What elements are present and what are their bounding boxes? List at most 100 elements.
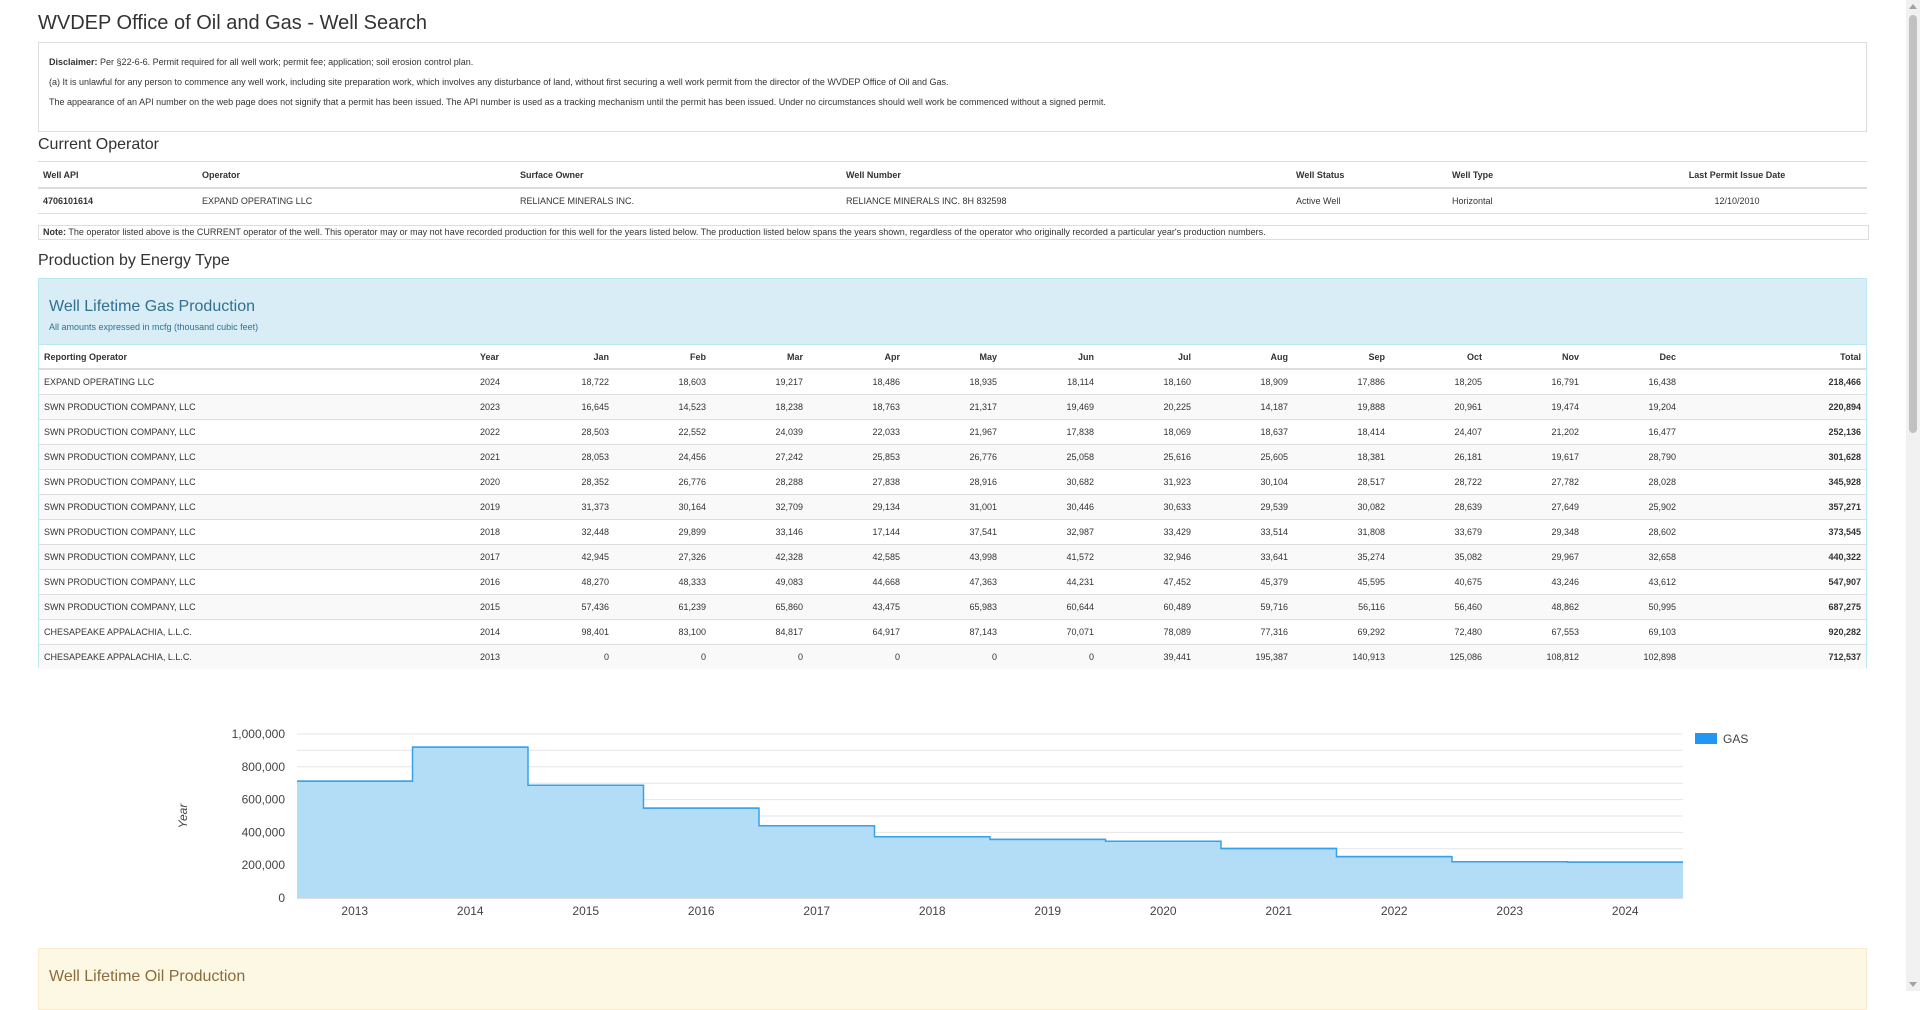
gas-cell-sep: 69,292 <box>1293 619 1390 645</box>
scroll-up-arrow-icon[interactable] <box>1909 4 1917 9</box>
header-operator: Operator <box>197 161 515 189</box>
gas-cell-jul: 20,225 <box>1099 394 1196 420</box>
gas-header-jan: Jan <box>517 345 614 370</box>
gas-cell-mar: 27,242 <box>711 444 808 470</box>
gas-cell-reporting-operator: SWN PRODUCTION COMPANY, LLC <box>39 569 475 595</box>
gas-cell-jan: 98,401 <box>517 619 614 645</box>
y-tick-label: 1,000,000 <box>232 727 286 741</box>
gas-cell-total: 345,928 <box>1681 469 1866 495</box>
gas-cell-jul: 31,923 <box>1099 469 1196 495</box>
well-api-value: 4706101614 <box>38 188 197 214</box>
gas-cell-apr: 44,668 <box>808 569 905 595</box>
y-tick-label: 600,000 <box>242 793 286 807</box>
gas-table-row: SWN PRODUCTION COMPANY, LLC 2020 28,352 26,… <box>39 469 1866 495</box>
header-surface-owner: Surface Owner <box>515 161 841 189</box>
header-last-permit-date: Last Permit Issue Date <box>1607 161 1867 189</box>
gas-cell-apr: 43,475 <box>808 594 905 620</box>
gas-cell-jan: 28,053 <box>517 444 614 470</box>
gas-cell-dec: 28,028 <box>1584 469 1681 495</box>
gas-series-line <box>297 746 1683 863</box>
gas-cell-may: 87,143 <box>905 619 1002 645</box>
gas-header-oct: Oct <box>1390 345 1487 370</box>
gas-header-year: Year <box>475 345 517 370</box>
gas-cell-jun: 41,572 <box>1002 544 1099 570</box>
gas-cell-aug: 14,187 <box>1196 394 1293 420</box>
gas-cell-year: 2014 <box>475 619 517 645</box>
gas-cell-may: 31,001 <box>905 494 1002 520</box>
x-tick-label: 2018 <box>919 904 946 918</box>
x-tick-label: 2021 <box>1265 904 1292 918</box>
oil-panel-title: Well Lifetime Oil Production <box>49 968 246 985</box>
gas-chart-svg: 0 200,000 400,000 600,000 800,000 1,000,000 Ye… <box>176 727 1748 918</box>
gas-cell-jun: 30,446 <box>1002 494 1099 520</box>
y-axis-label: Year <box>176 803 190 829</box>
gas-cell-jan: 32,448 <box>517 519 614 545</box>
gas-header-row: Reporting Operator Year Jan Feb Mar Apr May Jun… <box>39 345 1866 370</box>
gas-header-may: May <box>905 345 1002 370</box>
gas-cell-total: 687,275 <box>1681 594 1866 620</box>
note-label: Note: <box>43 227 66 237</box>
gas-cell-jun: 32,987 <box>1002 519 1099 545</box>
gas-cell-aug: 45,379 <box>1196 569 1293 595</box>
gas-cell-mar: 49,083 <box>711 569 808 595</box>
gas-header-total: Total <box>1681 345 1866 370</box>
gas-cell-nov: 43,246 <box>1487 569 1584 595</box>
gas-cell-mar: 0 <box>711 644 808 669</box>
gas-header-mar: Mar <box>711 345 808 370</box>
gas-cell-jul: 18,160 <box>1099 368 1196 395</box>
gas-cell-jan: 28,352 <box>517 469 614 495</box>
gas-cell-oct: 18,205 <box>1390 368 1487 395</box>
gas-cell-dec: 25,902 <box>1584 494 1681 520</box>
last-permit-date-value: 12/10/2010 <box>1607 188 1867 214</box>
gas-cell-feb: 48,333 <box>614 569 711 595</box>
disclaimer-line-2: (a) It is unlawful for any person to com… <box>49 77 949 87</box>
vertical-scrollbar[interactable] <box>1906 0 1920 991</box>
gas-table-row: SWN PRODUCTION COMPANY, LLC 2019 31,373 30,… <box>39 494 1866 520</box>
disclaimer-line-1: Disclaimer: Per §22-6-6. Permit required… <box>49 52 1856 72</box>
gas-cell-jun: 18,114 <box>1002 368 1099 395</box>
gas-cell-mar: 28,288 <box>711 469 808 495</box>
gas-cell-year: 2019 <box>475 494 517 520</box>
gas-cell-sep: 45,595 <box>1293 569 1390 595</box>
gas-cell-aug: 30,104 <box>1196 469 1293 495</box>
scroll-down-arrow-icon[interactable] <box>1909 982 1917 987</box>
gas-cell-year: 2020 <box>475 469 517 495</box>
gas-cell-aug: 18,637 <box>1196 419 1293 445</box>
oil-production-panel: Well Lifetime Oil Production <box>38 948 1867 1010</box>
gas-cell-nov: 29,348 <box>1487 519 1584 545</box>
gas-table-row: EXPAND OPERATING LLC 2024 18,722 18,603 19,2… <box>39 368 1866 395</box>
gas-cell-reporting-operator: SWN PRODUCTION COMPANY, LLC <box>39 444 475 470</box>
gas-cell-total: 301,628 <box>1681 444 1866 470</box>
gas-cell-mar: 33,146 <box>711 519 808 545</box>
gas-cell-apr: 25,853 <box>808 444 905 470</box>
gas-cell-dec: 50,995 <box>1584 594 1681 620</box>
gas-header-feb: Feb <box>614 345 711 370</box>
disclaimer-text-1: Per §22-6-6. Permit required for all wel… <box>100 57 474 67</box>
gas-cell-reporting-operator: EXPAND OPERATING LLC <box>39 368 475 395</box>
gas-cell-year: 2015 <box>475 594 517 620</box>
gas-cell-jan: 42,945 <box>517 544 614 570</box>
gas-cell-sep: 17,886 <box>1293 368 1390 395</box>
gas-cell-jan: 0 <box>517 644 614 669</box>
gas-cell-oct: 35,082 <box>1390 544 1487 570</box>
scrollbar-thumb[interactable] <box>1909 15 1917 433</box>
gas-table-row: CHESAPEAKE APPALACHIA, L.L.C. 2014 98,401 8… <box>39 619 1866 645</box>
x-tick-label: 2019 <box>1034 904 1061 918</box>
gas-cell-jun: 19,469 <box>1002 394 1099 420</box>
x-tick-label: 2024 <box>1612 904 1639 918</box>
gas-cell-nov: 21,202 <box>1487 419 1584 445</box>
gas-cell-aug: 33,641 <box>1196 544 1293 570</box>
gas-cell-feb: 22,552 <box>614 419 711 445</box>
gas-cell-sep: 140,913 <box>1293 644 1390 669</box>
header-well-number: Well Number <box>841 161 1291 189</box>
gas-cell-dec: 28,790 <box>1584 444 1681 470</box>
gas-cell-nov: 16,791 <box>1487 368 1584 395</box>
gas-production-panel: Well Lifetime Gas Production All amounts… <box>38 278 1867 669</box>
gas-table-row: CHESAPEAKE APPALACHIA, L.L.C. 2013 0 0 0 0 0 0 3… <box>39 644 1866 669</box>
gas-cell-may: 21,967 <box>905 419 1002 445</box>
gas-cell-nov: 29,967 <box>1487 544 1584 570</box>
gas-cell-year: 2017 <box>475 544 517 570</box>
gas-cell-apr: 27,838 <box>808 469 905 495</box>
gas-cell-aug: 33,514 <box>1196 519 1293 545</box>
header-well-status: Well Status <box>1291 161 1447 189</box>
